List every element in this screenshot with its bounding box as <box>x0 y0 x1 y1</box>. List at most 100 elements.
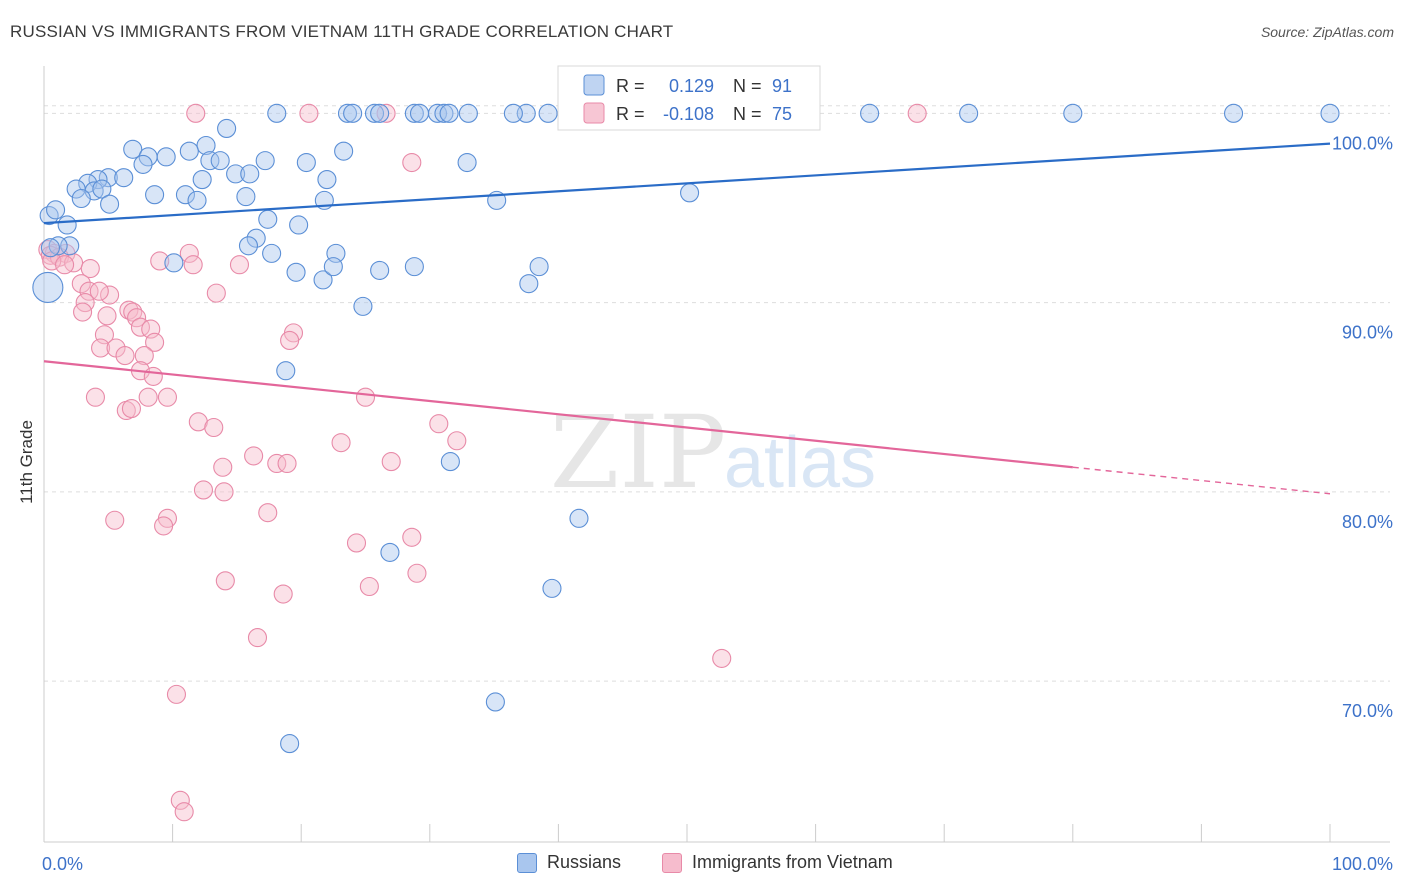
legend-r-value-2: -0.108 <box>663 104 714 124</box>
vietnam-point-33 <box>91 338 111 358</box>
russians-point-48 <box>145 185 165 205</box>
bottom-legend-russians[interactable]: Russians <box>517 852 621 873</box>
source-credit: Source: ZipAtlas.com <box>1260 24 1394 40</box>
russians-point-84 <box>485 692 505 712</box>
russians-point-20 <box>1224 103 1244 123</box>
russians-point-35 <box>334 141 354 161</box>
russians-point-79 <box>276 361 296 381</box>
russians-point-28 <box>156 147 176 167</box>
vietnam-point-27 <box>73 302 93 322</box>
trend-lines <box>43 142 1331 495</box>
legend-n-value-2: 75 <box>772 104 792 124</box>
series-vietnam-points <box>38 103 927 822</box>
vietnam-point-66 <box>215 571 235 591</box>
russians-point-76 <box>529 257 549 277</box>
russians-point-66 <box>60 236 80 256</box>
trend-vietnam <box>43 360 1073 469</box>
vietnam-point-63 <box>346 533 367 553</box>
vietnam-point-50 <box>447 431 467 451</box>
vietnam-point-55 <box>381 452 401 472</box>
vietnam-point-42 <box>157 387 178 407</box>
russians-point-18 <box>959 103 979 123</box>
russians-point-32 <box>210 151 230 171</box>
vietnam-point-15 <box>179 243 199 263</box>
legend-label-vietnam: Immigrants from Vietnam <box>692 852 893 872</box>
russians-point-10 <box>458 103 478 123</box>
vietnam-point-72 <box>170 790 190 810</box>
russians-point-64 <box>262 243 282 263</box>
russians-point-78 <box>353 296 373 316</box>
legend-r-label-1: R = <box>616 76 645 96</box>
russians-point-38 <box>88 170 108 190</box>
russians-point-0 <box>267 103 287 123</box>
vietnam-point-62 <box>154 516 174 536</box>
trend-vietnam-extension <box>1072 466 1331 495</box>
legend-swatch-russians <box>583 74 605 96</box>
vietnam-point-12 <box>55 255 75 275</box>
vietnam-point-69 <box>247 628 268 648</box>
russians-point-58 <box>46 200 66 220</box>
russians-point-29 <box>133 154 153 174</box>
russians-point-3 <box>364 103 385 123</box>
russians-point-31 <box>200 151 220 171</box>
vietnam-point-67 <box>359 576 379 597</box>
russians-point-25 <box>196 135 216 156</box>
russians-point-30 <box>179 141 199 161</box>
russians-point-24 <box>217 118 237 139</box>
vietnam-point-0 <box>186 103 206 123</box>
russians-point-8 <box>434 103 454 123</box>
vietnam-point-22 <box>206 283 226 303</box>
russians-point-80 <box>440 452 460 472</box>
russians-point-85 <box>280 734 300 754</box>
russians-point-50 <box>236 187 256 207</box>
y-tick-label-1: 80.0% <box>1342 512 1393 532</box>
russians-point-4 <box>370 103 390 123</box>
vietnam-point-59 <box>258 503 278 523</box>
vietnam-point-35 <box>134 346 154 366</box>
y-tick-label-2: 90.0% <box>1342 323 1393 343</box>
vietnam-point-44 <box>355 387 376 407</box>
vietnam-point-21 <box>89 281 109 301</box>
russians-point-70 <box>370 260 390 280</box>
russians-point-12 <box>538 103 558 123</box>
russians-point-63 <box>238 236 259 256</box>
vietnam-point-24 <box>97 306 117 326</box>
vietnam-point-2 <box>376 103 396 123</box>
watermark: ZIP atlas <box>550 394 876 511</box>
russians-point-43 <box>192 170 212 190</box>
legend-swatch-pink <box>662 852 682 873</box>
vietnam-point-57 <box>193 480 214 500</box>
russians-point-5 <box>404 103 424 123</box>
vietnam-point-38 <box>115 346 135 366</box>
vietnam-point-52 <box>244 446 264 466</box>
russians-point-33 <box>255 151 275 171</box>
vietnam-point-49 <box>429 414 449 434</box>
chart-title: RUSSIAN VS IMMIGRANTS FROM VIETNAM 11TH … <box>10 22 674 41</box>
vietnam-point-13 <box>80 258 100 279</box>
vietnam-point-70 <box>712 648 732 668</box>
russians-point-75 <box>519 274 539 294</box>
russians-point-82 <box>380 542 400 562</box>
bottom-legend: Russians Immigrants from Vietnam <box>0 852 1406 878</box>
russians-point-19 <box>1063 103 1083 123</box>
legend-n-value-1: 91 <box>772 76 792 96</box>
russians-point-1 <box>337 103 358 123</box>
russians-point-41 <box>226 164 246 184</box>
vietnam-point-46 <box>121 399 141 419</box>
russians-point-40 <box>114 168 134 188</box>
vietnam-point-4 <box>402 152 422 173</box>
russians-point-62 <box>246 228 266 248</box>
vietnam-point-53 <box>267 453 287 474</box>
bottom-legend-vietnam[interactable]: Immigrants from Vietnam <box>662 852 893 873</box>
legend-label-russians: Russians <box>547 852 622 872</box>
russians-point-6 <box>409 103 430 123</box>
watermark-atlas: atlas <box>724 423 876 503</box>
russians-point-2 <box>343 103 363 123</box>
legend-swatch-vietnam <box>583 102 605 124</box>
vietnam-point-65 <box>407 563 427 583</box>
russians-point-83 <box>542 578 562 598</box>
legend-swatch-blue <box>517 852 537 873</box>
vietnam-point-51 <box>331 433 351 453</box>
x-tick-label-1: 100.0% <box>1332 854 1393 874</box>
vietnam-point-54 <box>277 453 297 474</box>
